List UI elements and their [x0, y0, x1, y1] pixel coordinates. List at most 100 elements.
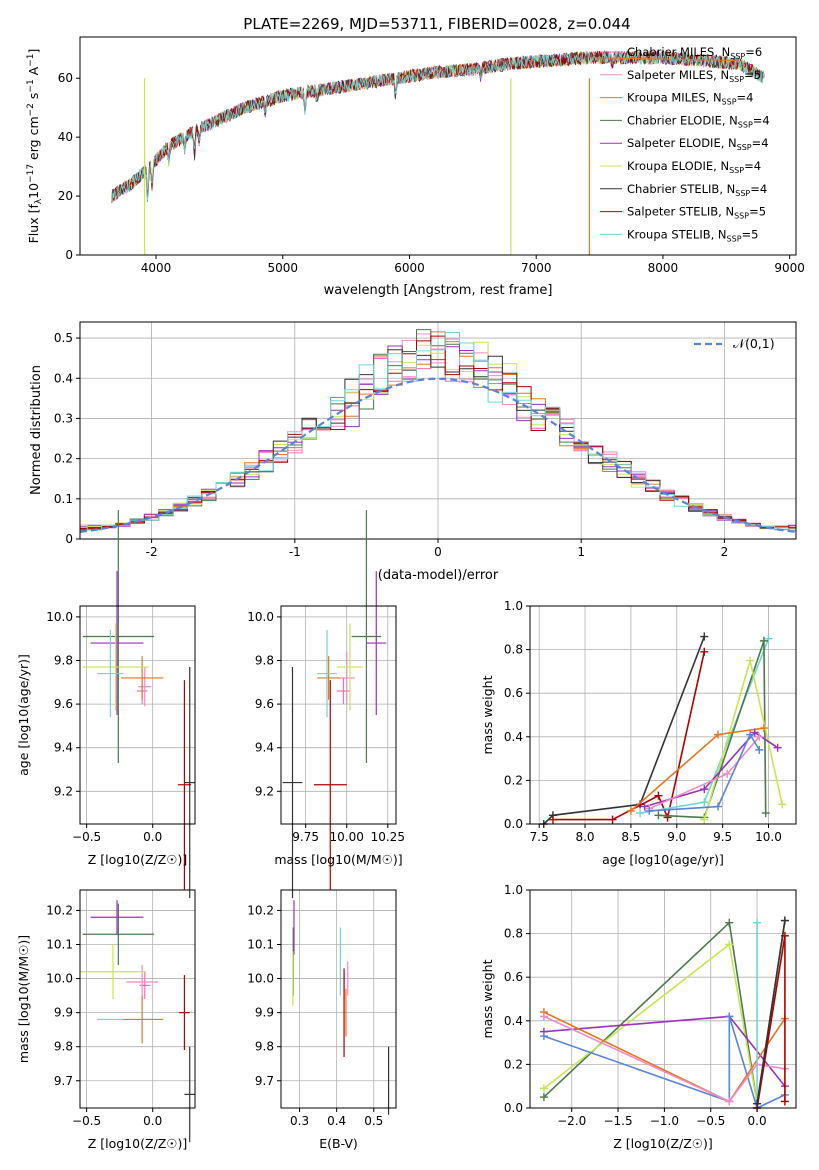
x-tick-label: 0.5 [364, 1114, 383, 1128]
y-tick-label: 10.0 [46, 610, 73, 624]
x-tick-label: 10.25 [371, 830, 405, 844]
weight-marker-kroupa_stelib [636, 809, 645, 818]
weight-marker-chabrier_stelib [780, 916, 789, 925]
weights-weight_vs_age [539, 632, 787, 828]
weight-marker-kroupa_stelib [753, 918, 762, 927]
weight-marker-chabrier_elodie [539, 1093, 548, 1102]
weight-marker-salpeter_miles [755, 732, 764, 741]
weight-marker-gauss [746, 730, 755, 739]
y-tick-label: 0.2 [54, 452, 73, 466]
axes-frame [529, 889, 797, 1109]
x-tick-label: 1 [577, 545, 585, 559]
legend-entry: 𝒩(0,1) [733, 336, 775, 351]
histogram-bars [80, 329, 796, 532]
y-tick-label: 0.8 [504, 643, 523, 657]
weight-marker-gauss [755, 745, 764, 754]
y-tick-label: 0.3 [54, 411, 73, 425]
weight-marker-salpeter_miles [725, 1097, 734, 1106]
y-tick-label: 9.9 [255, 1006, 274, 1020]
x-tick-label: 9.0 [667, 830, 686, 844]
axes-age_vs_mass: 9.75 10.00 10.25 9.2 9.4 9.6 9.8 10.0 [247, 606, 405, 844]
legend-entry: Kroupa MILES, NSSP=4 [627, 91, 753, 107]
axes-residuals: -2 -1 0 1 2 0 0.1 0.2 0.3 0.4 0.5 [54, 322, 796, 559]
weight-marker-salpeter_elodie [700, 785, 709, 794]
y-tick-label: 0.6 [504, 686, 523, 700]
y-tick-label: 0.2 [504, 1057, 523, 1071]
weight-marker-gauss [714, 802, 723, 811]
y-tick-label: 60 [58, 71, 73, 85]
y-tick-label: 10.0 [46, 972, 73, 986]
errorbars-age_vs_mass [282, 510, 387, 899]
x-tick-label: -1 [289, 545, 301, 559]
weight-marker-salpeter_elodie [750, 728, 759, 737]
spectrum-artifact [590, 57, 739, 62]
x-tick-label: −0.5 [72, 830, 101, 844]
y-axis-label: Normed distribution [29, 365, 44, 495]
normal-reference-curve [79, 377, 797, 534]
y-tick-label: 9.6 [54, 697, 73, 711]
axes-frame [79, 36, 797, 256]
y-tick-label: 0.4 [504, 1014, 523, 1028]
weight-line-gauss [649, 732, 760, 812]
x-tick-label: 4000 [141, 261, 172, 275]
x-axis-label: mass [log10(M/M☉)] [274, 852, 402, 867]
weight-marker-kroupa_stelib [700, 798, 709, 807]
weight-marker-salpeter_miles [723, 769, 732, 778]
weight-marker-kroupa_miles [759, 724, 768, 733]
weight-marker-gauss [645, 806, 654, 815]
y-tick-label: 40 [58, 130, 73, 144]
y-tick-label: 9.7 [255, 1074, 274, 1088]
weight-marker-salpeter_stelib [608, 815, 617, 824]
weight-line-kroupa_elodie [543, 943, 758, 1104]
y-tick-label: 0 [65, 532, 73, 546]
x-axis-label: Z [log10(Z/Z☉)] [613, 1136, 713, 1151]
y-tick-label: 0.1 [54, 492, 73, 506]
y-tick-label: 0 [65, 248, 73, 262]
x-tick-label: 6000 [394, 261, 425, 275]
legend-entry: Chabrier STELIB, NSSP=4 [627, 182, 767, 198]
y-tick-label: 10.0 [247, 610, 274, 624]
y-axis-label: Flux [fλ10−17 erg cm−2 s−1 A−1] [26, 49, 44, 244]
weight-marker-kroupa_elodie [700, 815, 709, 824]
weight-marker-kroupa_stelib [764, 634, 773, 643]
spectrum-legend: Chabrier MILES, NSSP=6 Salpeter MILES, NS… [600, 45, 770, 243]
x-axis-label: Z [log10(Z/Z☉)] [88, 1136, 188, 1151]
y-tick-label: 9.8 [54, 1040, 73, 1054]
weight-marker-salpeter_miles [539, 1012, 548, 1021]
weight-marker-chabrier_elodie [759, 636, 768, 645]
histogram-series-kroupa_stelib [80, 332, 796, 531]
x-tick-label: 0.3 [290, 1114, 309, 1128]
y-tick-label: 0.4 [504, 730, 523, 744]
weight-marker-chabrier_stelib [700, 632, 709, 641]
y-tick-label: 0.2 [504, 773, 523, 787]
weight-marker-kroupa_elodie [778, 800, 787, 809]
axes-mass_vs_ebv: 0.3 0.4 0.5 9.7 9.8 9.9 10.0 10.1 10.2 [247, 890, 396, 1128]
y-tick-label: 9.6 [255, 697, 274, 711]
x-tick-label: 7.5 [530, 830, 549, 844]
x-tick-label: 7000 [521, 261, 552, 275]
axes-mass_vs_Z: −0.5 0.0 9.7 9.8 9.9 10.0 10.1 10.2 [46, 890, 195, 1128]
x-tick-label: 9.5 [713, 830, 732, 844]
y-axis-label: mass [log10(M/M☉)] [16, 935, 31, 1063]
spectrum-series-kroupa_stelib [111, 50, 765, 203]
x-tick-label: −1.0 [650, 1114, 679, 1128]
y-tick-label: 9.4 [255, 741, 274, 755]
weight-marker-salpeter_stelib [548, 815, 557, 824]
x-tick-label: 8.0 [575, 830, 594, 844]
y-axis-label: mass weight [480, 675, 495, 754]
x-tick-label: 5000 [267, 261, 298, 275]
legend-entry: Kroupa STELIB, NSSP=5 [627, 227, 758, 243]
weight-line-chabrier_stelib [543, 636, 706, 825]
weight-marker-chabrier_elodie [761, 809, 770, 818]
weight-marker-gauss [539, 1032, 548, 1041]
axes-spectrum: 4000 5000 6000 7000 8000 9000 0 20 40 60 [58, 71, 805, 275]
y-tick-label: 0.0 [504, 817, 523, 831]
x-tick-label: −2.0 [557, 1114, 586, 1128]
y-tick-label: 9.2 [255, 784, 274, 798]
weight-marker-salpeter_stelib [654, 791, 663, 800]
y-tick-label: 10.2 [247, 903, 274, 917]
x-tick-label: 0.4 [327, 1114, 346, 1128]
legend-entry: Salpeter ELODIE, NSSP=4 [627, 136, 769, 152]
legend-entry: Salpeter MILES, NSSP=5 [627, 68, 761, 84]
